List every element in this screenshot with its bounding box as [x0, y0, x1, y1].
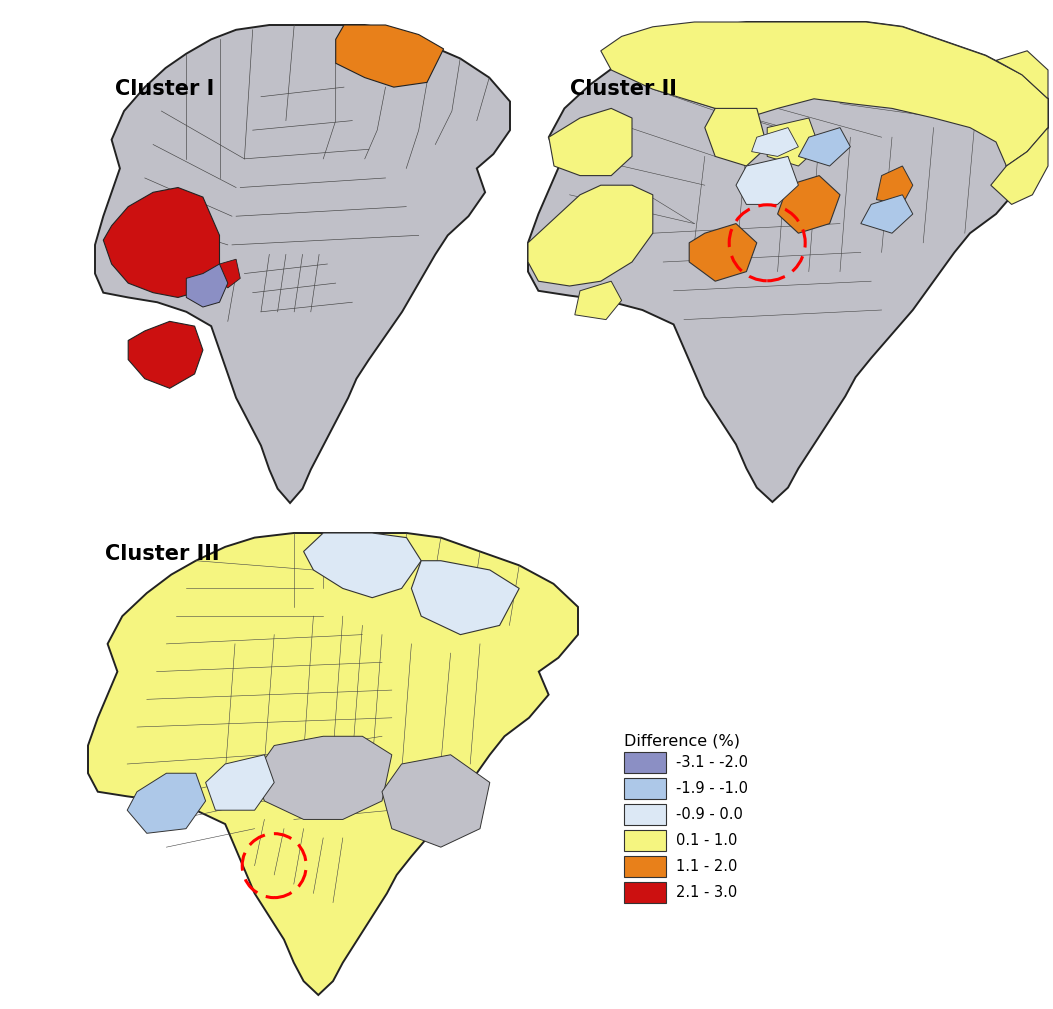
Bar [624, 804, 665, 825]
Polygon shape [127, 773, 205, 833]
Polygon shape [186, 264, 227, 307]
Bar [624, 752, 665, 773]
Bar [624, 882, 665, 903]
Polygon shape [777, 176, 840, 233]
Polygon shape [255, 737, 392, 819]
Polygon shape [216, 259, 240, 288]
Bar [624, 830, 665, 851]
Polygon shape [382, 755, 490, 848]
Polygon shape [752, 127, 798, 156]
Polygon shape [601, 22, 1048, 166]
Text: Cluster II: Cluster II [570, 79, 677, 99]
Bar [624, 856, 665, 877]
Text: 0.1 - 1.0: 0.1 - 1.0 [676, 833, 737, 848]
Bar [624, 778, 665, 799]
Polygon shape [575, 282, 621, 320]
Polygon shape [88, 533, 578, 995]
Polygon shape [876, 166, 913, 205]
Polygon shape [205, 755, 274, 810]
Polygon shape [549, 108, 632, 176]
Text: Cluster I: Cluster I [115, 79, 214, 99]
Polygon shape [128, 321, 203, 388]
Text: -1.9 - -1.0: -1.9 - -1.0 [676, 781, 748, 796]
Polygon shape [996, 50, 1048, 99]
Polygon shape [768, 118, 819, 166]
Polygon shape [690, 224, 757, 282]
Polygon shape [95, 25, 510, 503]
Polygon shape [528, 186, 653, 286]
Text: -0.9 - 0.0: -0.9 - 0.0 [676, 807, 742, 822]
Polygon shape [991, 127, 1048, 205]
Polygon shape [103, 188, 219, 298]
Text: Difference (%): Difference (%) [624, 733, 740, 748]
Text: 2.1 - 3.0: 2.1 - 3.0 [676, 885, 737, 900]
Text: Cluster III: Cluster III [105, 544, 219, 564]
Text: 1.1 - 2.0: 1.1 - 2.0 [676, 859, 737, 874]
Polygon shape [860, 195, 913, 233]
Polygon shape [303, 533, 421, 597]
Text: -3.1 - -2.0: -3.1 - -2.0 [676, 755, 748, 770]
Polygon shape [704, 108, 768, 166]
Polygon shape [336, 25, 443, 87]
Polygon shape [798, 127, 851, 166]
Polygon shape [528, 22, 1048, 502]
Polygon shape [736, 156, 798, 205]
Polygon shape [412, 561, 519, 635]
